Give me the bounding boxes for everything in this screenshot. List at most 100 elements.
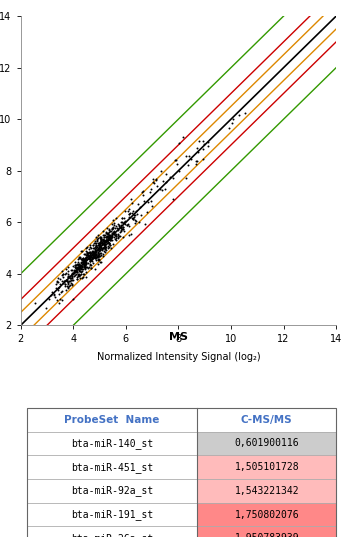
Point [111,227,116,235]
Point [177,139,182,147]
Point [76,270,81,279]
Point [98,250,103,259]
Point [82,261,87,270]
Point [75,263,80,271]
Point [126,213,131,221]
Point [98,237,104,246]
Point [51,291,56,299]
Point [77,263,82,272]
Point [72,267,78,276]
Point [78,252,83,261]
Point [86,249,91,257]
Point [107,236,113,244]
Point [174,160,179,169]
Point [98,241,103,250]
Point [109,225,115,234]
Point [66,270,71,279]
Point [119,225,124,234]
Point [97,245,103,254]
Point [96,241,102,250]
Point [61,270,66,278]
Point [90,247,96,256]
Point [71,294,76,303]
Point [95,251,100,260]
Text: bta-miR-92a_st: bta-miR-92a_st [71,485,153,496]
Point [110,222,116,231]
Point [78,260,83,269]
Point [172,156,177,164]
Point [98,233,104,242]
Point [100,236,106,244]
Text: bta-miR-140_st: bta-miR-140_st [71,438,153,449]
Point [66,272,71,280]
Point [114,221,119,230]
Point [62,280,67,289]
Point [161,177,166,185]
Point [98,243,104,251]
Point [68,273,73,282]
Point [82,262,87,270]
Point [108,234,114,242]
Point [79,263,84,271]
Point [73,266,78,275]
Point [90,241,96,250]
Point [98,235,104,243]
Point [76,264,82,273]
Point [230,114,236,123]
Point [67,274,73,283]
Point [59,296,65,304]
Bar [197,432,336,455]
Point [108,236,114,244]
Point [91,248,97,257]
Point [101,237,106,246]
Point [93,247,98,256]
Point [95,234,101,242]
Point [137,202,142,211]
Point [83,260,88,268]
Point [108,234,113,243]
Point [102,235,107,244]
Point [76,266,81,274]
Point [147,188,152,197]
Point [154,182,159,190]
Point [94,253,100,262]
Point [63,268,69,277]
Point [84,243,90,251]
Point [119,214,125,222]
Point [106,236,111,244]
Point [105,235,111,244]
Point [81,253,86,262]
Point [101,238,106,247]
Point [87,256,92,265]
Point [76,262,82,271]
Point [91,248,97,256]
Point [66,263,71,271]
Point [97,240,103,249]
Point [80,247,85,256]
Point [103,242,108,251]
Point [72,263,77,272]
Point [98,235,104,243]
Point [54,280,59,289]
Point [81,256,86,264]
Point [66,273,71,282]
Point [83,253,89,262]
Point [73,264,79,273]
Point [113,231,118,240]
Text: bta-miR-191_st: bta-miR-191_st [71,509,153,520]
Point [153,176,159,184]
Point [98,244,103,252]
Point [143,220,148,229]
Point [87,253,93,262]
Point [83,263,88,271]
Point [81,256,86,265]
Point [59,271,65,279]
Point [84,258,89,267]
Point [96,243,102,252]
Point [79,255,84,264]
Point [229,119,235,128]
Point [87,257,92,265]
Point [150,175,155,183]
Point [72,263,77,272]
Point [84,249,89,257]
